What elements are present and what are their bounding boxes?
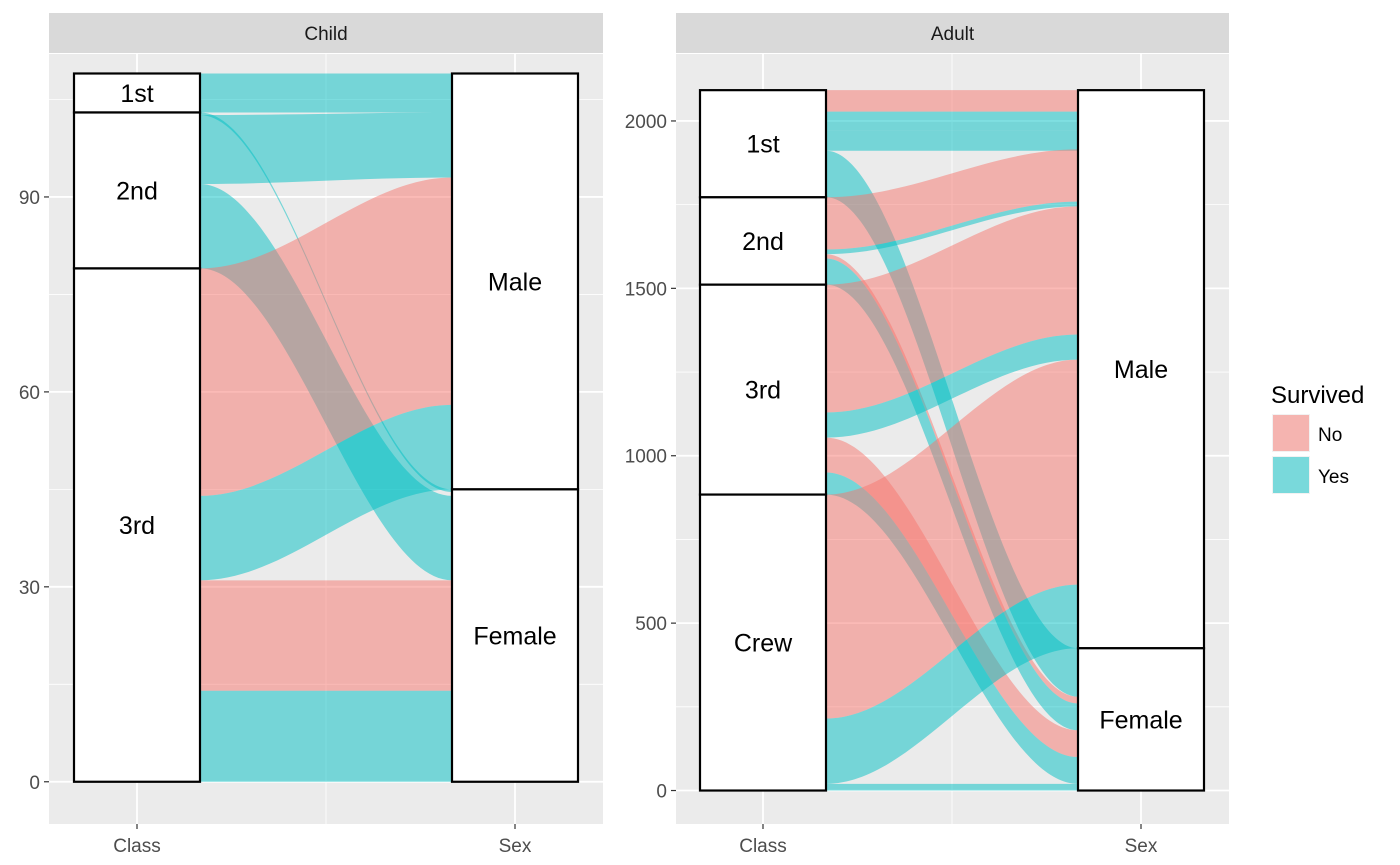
flow-no [826, 206, 1078, 413]
stratum-box [698, 493, 828, 792]
flow-yes [826, 111, 1078, 131]
facet-strip [49, 13, 603, 53]
y-tick-label: 2000 [625, 112, 667, 133]
legend-swatch-yes [1273, 457, 1309, 493]
flow-no [826, 149, 1078, 250]
legend-label-no: No [1318, 425, 1342, 446]
stratum-label: Female [473, 623, 556, 651]
y-tick-label: 60 [19, 383, 40, 404]
stratum-box [698, 89, 828, 199]
flow-yes [826, 201, 1078, 255]
y-tick-label: 1500 [625, 279, 667, 300]
panel-adult: Adult 0 500 1000 1500 2000 1st 2nd 3rd Crew Class M… [625, 13, 1229, 857]
flow-yes [200, 404, 452, 581]
panel-child: Child 0 30 60 90 1st 2nd 3rd Class Male Female Sex [19, 13, 603, 857]
stratum-label: 1st [746, 131, 779, 159]
stratum-label: 2nd [742, 228, 784, 256]
y-tick-label: 30 [19, 578, 40, 599]
stratum-box [450, 488, 580, 783]
flow-yes [200, 690, 452, 782]
stratum-label: Male [488, 268, 542, 296]
stratum-label: Male [1114, 356, 1168, 384]
facet-strip-label: Child [304, 24, 347, 45]
flow-yes [826, 783, 1078, 791]
flow-yes [826, 130, 1078, 151]
flow-no [200, 177, 452, 496]
stratum-label: Crew [734, 630, 793, 658]
stratum-label: 1st [120, 80, 153, 108]
stratum-box [72, 267, 202, 783]
stratum-label: 3rd [745, 377, 781, 405]
x-tick-label: Sex [1125, 836, 1158, 857]
y-tick-label: 1000 [625, 447, 667, 468]
stratum-label: 3rd [119, 512, 155, 540]
legend-title: Survived [1271, 382, 1364, 409]
stratum-box [450, 72, 580, 491]
legend-label-yes: Yes [1318, 467, 1349, 488]
flow-no [200, 580, 452, 691]
flow-yes [200, 112, 452, 184]
flow-no [826, 359, 1078, 719]
flow-no [826, 90, 1078, 112]
stratum-box [1076, 647, 1206, 792]
stratum-box [72, 72, 202, 114]
flow-yes [826, 334, 1078, 438]
y-tick-label: 0 [29, 773, 40, 794]
facet-strip-label: Adult [931, 24, 975, 45]
stratum-label: 2nd [116, 177, 158, 205]
y-tick-label: 500 [635, 614, 667, 635]
stratum-box [72, 111, 202, 270]
stratum-box [698, 283, 828, 496]
flow-yes [826, 150, 1078, 697]
flow-yes [826, 584, 1078, 784]
y-tick-label: 90 [19, 188, 40, 209]
legend-swatch-no [1273, 415, 1309, 451]
x-tick-label: Sex [499, 836, 532, 857]
facet-strip [676, 13, 1229, 53]
flow-yes [200, 73, 452, 113]
x-tick-label: Class [113, 836, 161, 857]
y-tick-label: 0 [656, 782, 667, 803]
stratum-box [698, 196, 828, 286]
stratum-label: Female [1099, 706, 1182, 734]
x-tick-label: Class [739, 836, 787, 857]
legend: Survived No Yes [1271, 382, 1364, 494]
stratum-box [1076, 89, 1206, 650]
